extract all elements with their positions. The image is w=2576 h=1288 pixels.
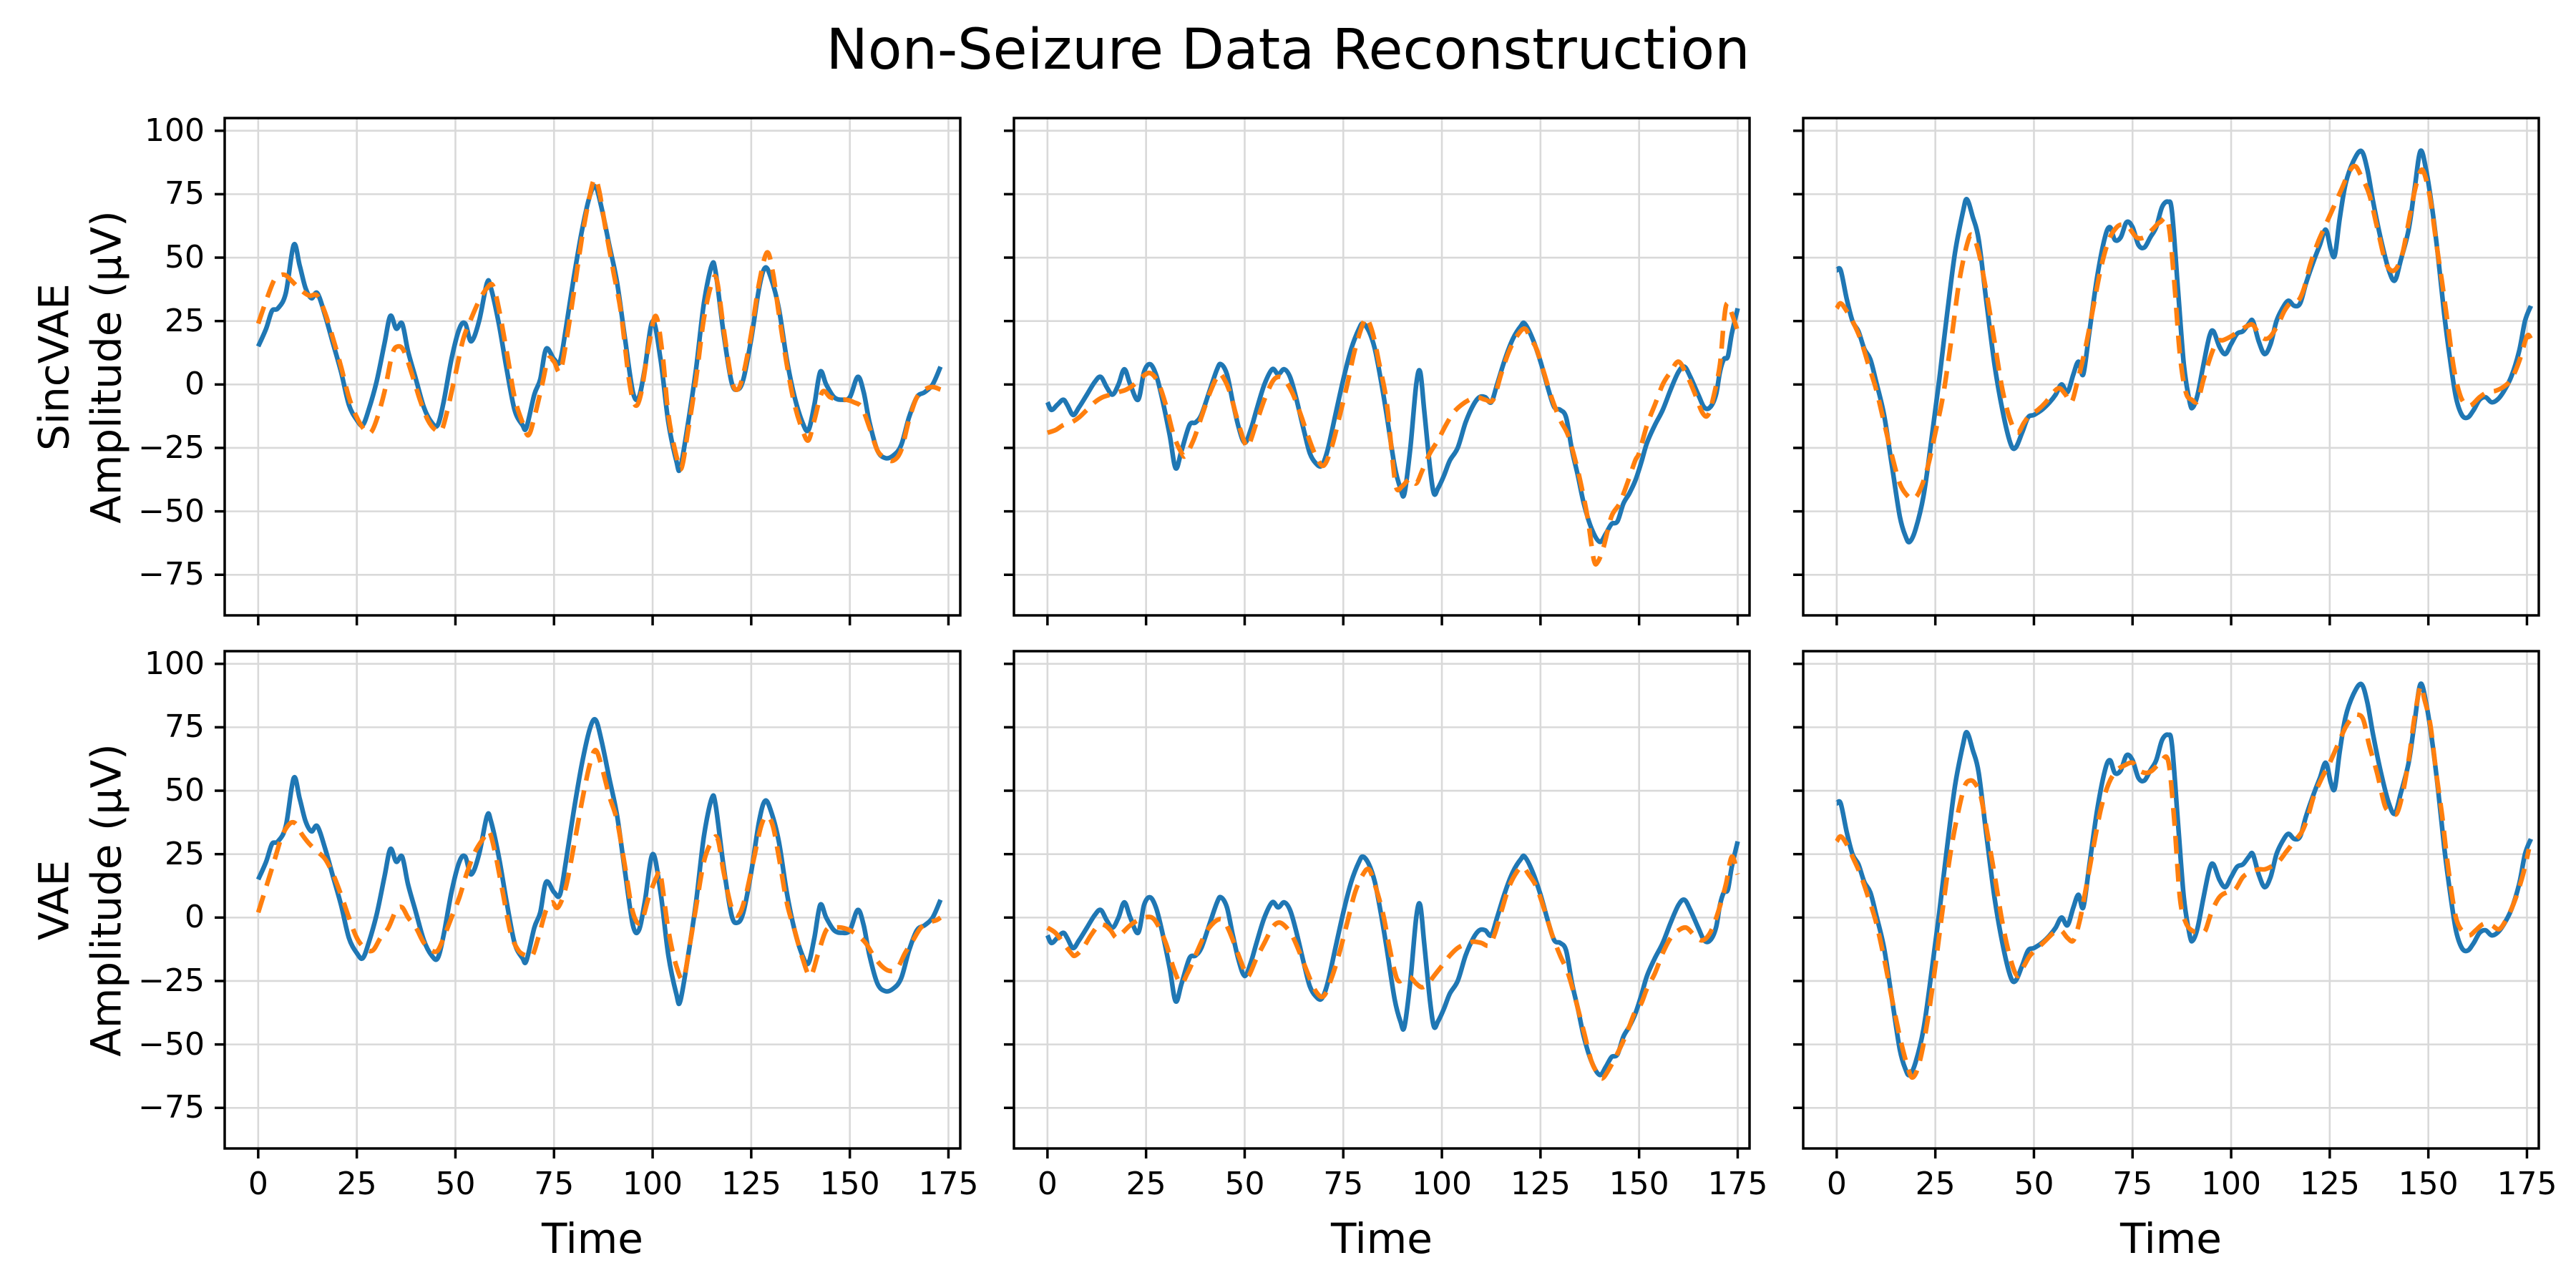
x-tick-label: 75 <box>1323 1166 1364 1202</box>
original-signal-line <box>255 716 943 1007</box>
x-tick-label: 50 <box>435 1166 476 1202</box>
ylabel-vae-line1: VAE <box>29 859 79 940</box>
x-tick-label: 175 <box>1707 1166 1768 1202</box>
axes-spines <box>1802 650 2540 1150</box>
original-signal-line <box>1045 841 1740 1078</box>
x-tick-label: 175 <box>918 1166 979 1202</box>
y-tick-label: −50 <box>138 492 205 530</box>
original-signal-line <box>1835 148 2534 545</box>
original-signal-line <box>255 183 943 474</box>
y-tick-label: 75 <box>165 175 205 213</box>
y-tick-label: −25 <box>138 962 205 999</box>
x-tick-label: 75 <box>534 1166 575 1202</box>
x-axis-title: Time <box>2120 1214 2222 1263</box>
x-tick-label: 0 <box>1826 1166 1847 1202</box>
y-tick-label: 100 <box>145 112 205 149</box>
axes-spines <box>223 117 962 617</box>
x-tick-label: 25 <box>1915 1166 1956 1202</box>
reconstruction-signal-line <box>255 748 942 982</box>
y-tick-label: 50 <box>165 772 205 809</box>
x-tick-label: 100 <box>2201 1166 2262 1202</box>
x-tick-label: 0 <box>248 1166 268 1202</box>
y-tick-label: −75 <box>138 1089 205 1126</box>
y-tick-label: −50 <box>138 1025 205 1063</box>
x-tick-label: 175 <box>2497 1166 2557 1202</box>
x-tick-label: 125 <box>2299 1166 2360 1202</box>
subplot-sincvae-col2 <box>1004 117 1751 625</box>
y-tick-label: 75 <box>165 708 205 746</box>
reconstruction-signal-line <box>255 176 942 472</box>
axes-spines <box>1013 117 1751 617</box>
x-tick-label: 50 <box>2014 1166 2054 1202</box>
reconstruction-signal-line <box>1835 683 2532 1080</box>
reconstruction-signal-line <box>1046 301 1740 567</box>
x-tick-label: 0 <box>1037 1166 1058 1202</box>
x-tick-label: 100 <box>1412 1166 1473 1202</box>
ylabel-sincvae-line1: SincVAE <box>29 283 79 451</box>
subplot-vae-col2 <box>1004 650 1751 1158</box>
subplot-sincvae-col1 <box>215 117 962 625</box>
subplot-vae-col3 <box>1793 650 2540 1158</box>
original-signal-line <box>1835 681 2534 1078</box>
x-tick-label: 25 <box>1126 1166 1166 1202</box>
subplot-sincvae-col3 <box>1793 117 2540 625</box>
chart-title: Non-Seizure Data Reconstruction <box>826 18 1750 82</box>
x-tick-label: 125 <box>1510 1166 1571 1202</box>
y-tick-label: −25 <box>138 429 205 466</box>
axes-spines <box>1802 117 2540 617</box>
x-tick-label: 150 <box>2398 1166 2459 1202</box>
y-tick-label: 25 <box>165 302 205 339</box>
y-tick-label: 50 <box>165 239 205 276</box>
x-tick-label: 100 <box>623 1166 683 1202</box>
y-tick-label: 0 <box>185 366 205 403</box>
y-tick-label: 25 <box>165 835 205 872</box>
x-tick-label: 25 <box>336 1166 377 1202</box>
axes-spines <box>223 650 962 1150</box>
y-tick-label: −75 <box>138 556 205 593</box>
x-tick-label: 150 <box>1609 1166 1669 1202</box>
original-signal-line <box>1045 308 1740 545</box>
reconstruction-signal-line <box>1046 854 1740 1081</box>
axes-spines <box>1013 650 1751 1150</box>
x-tick-label: 50 <box>1224 1166 1265 1202</box>
y-tick-label: 100 <box>145 645 205 682</box>
x-tick-label: 75 <box>2112 1166 2153 1202</box>
x-tick-label: 125 <box>721 1166 781 1202</box>
x-axis-title: Time <box>542 1214 643 1263</box>
y-tick-label: 0 <box>185 899 205 936</box>
x-axis-title: Time <box>1331 1214 1433 1263</box>
reconstruction-signal-line <box>1835 163 2533 502</box>
subplot-vae-col1 <box>215 650 962 1158</box>
x-tick-label: 150 <box>819 1166 880 1202</box>
